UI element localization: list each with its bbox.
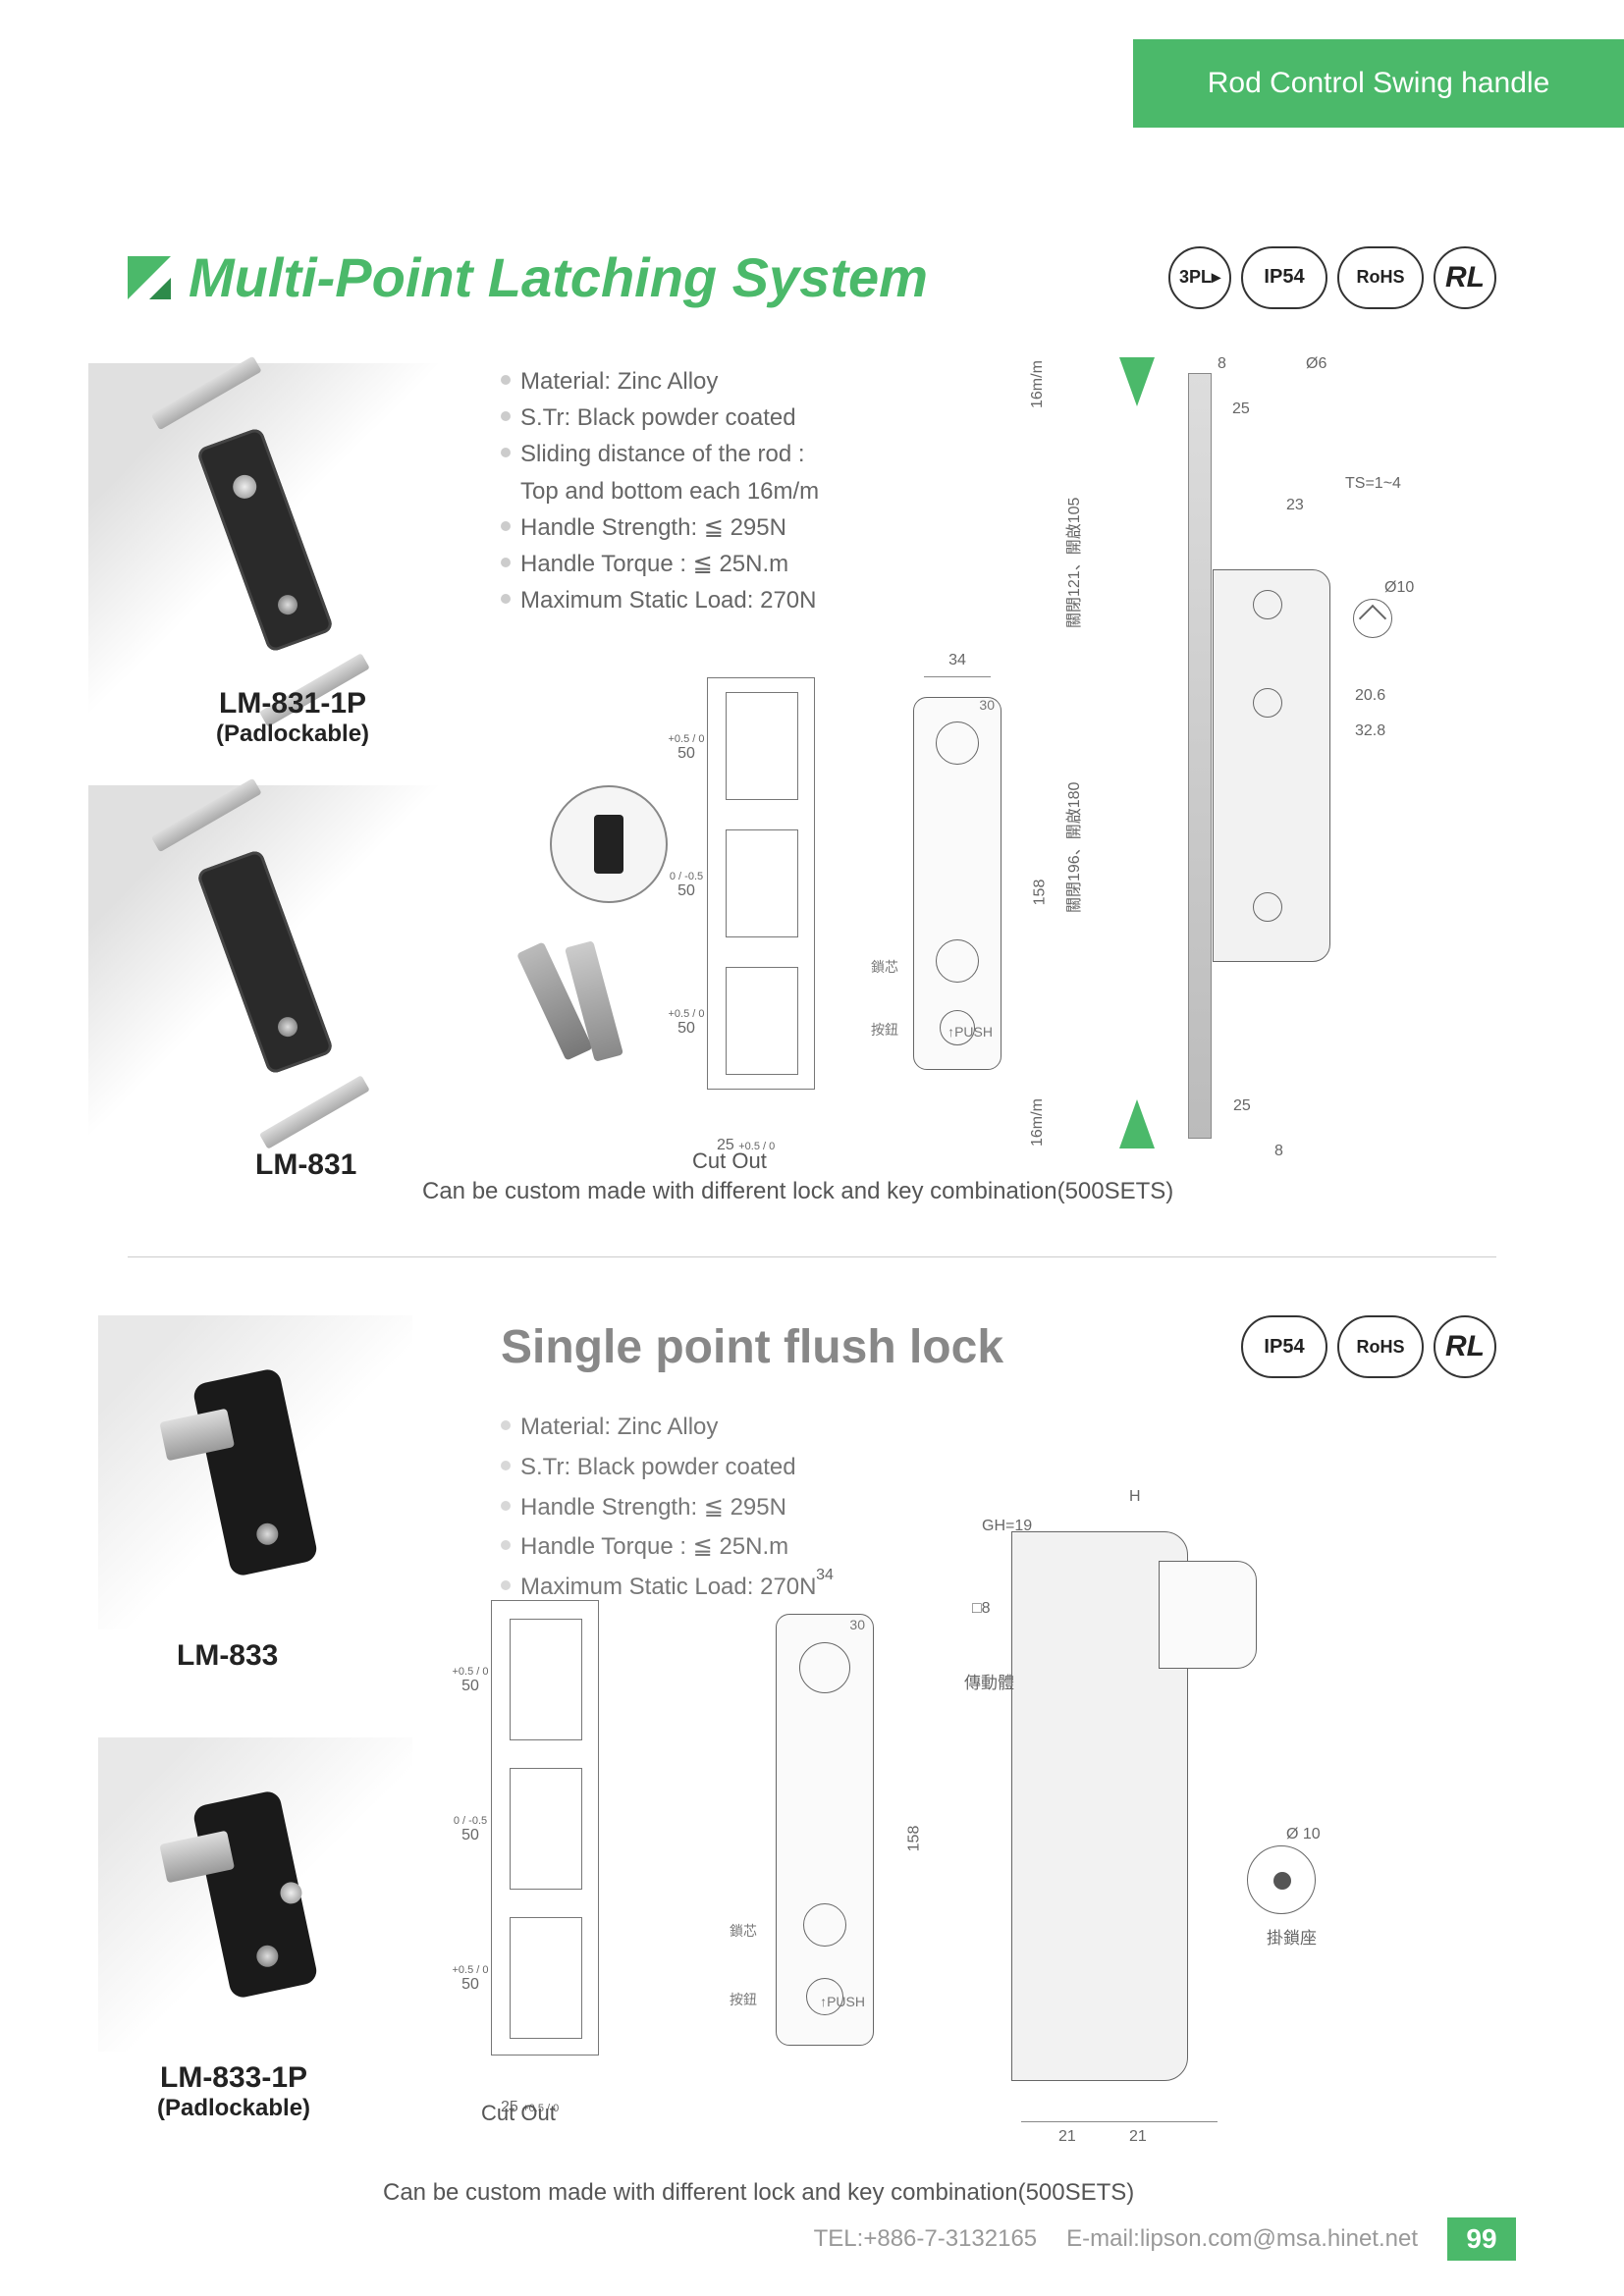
arrow-down-icon (1119, 357, 1155, 406)
dim: 8 (1274, 1143, 1283, 1160)
label: 傳動體 (964, 1669, 1014, 1693)
spec: Material: Zinc Alloy (520, 363, 718, 400)
product-model-d: LM-833-1P (157, 2061, 310, 2095)
product-sub-a: (Padlockable) (216, 721, 369, 748)
section2-note: Can be custom made with different lock a… (383, 2179, 1134, 2207)
product-model-c: LM-833 (177, 1639, 278, 1673)
product-model-b: LM-831 (255, 1148, 356, 1182)
dim: 50 (677, 882, 695, 899)
dim: 關閉121、開啟105 (1060, 498, 1084, 628)
product-image-lm833 (98, 1315, 412, 1629)
dim: 30 (979, 697, 995, 713)
keys-image (501, 942, 677, 1139)
front-drawing-2: 34 30 鎖芯 按鈕 ↑PUSH 158 (727, 1571, 923, 2120)
section-divider (128, 1256, 1496, 1257)
dim: Ø10 (1384, 579, 1414, 597)
dim: 8 (1218, 355, 1226, 373)
dim: 158 (1032, 880, 1050, 906)
dim: 16m/m (1029, 1098, 1047, 1147)
product-image-lm833-1p (98, 1737, 412, 2052)
arrow-up-icon (1119, 1099, 1155, 1148)
badge-ip54: IP54 (1241, 246, 1327, 309)
cutout-drawing-2: +0.5 / 050 0 / -0.550 +0.5 / 050 25 +0.5… (491, 1600, 638, 2091)
product-model-a: LM-831-1P (216, 687, 369, 721)
badge-ip54: IP54 (1241, 1315, 1327, 1378)
dim: 50 (461, 1976, 479, 1993)
category-header: Rod Control Swing handle (1133, 39, 1624, 128)
spec: Maximum Static Load: 270N (520, 582, 816, 618)
dim: 50 (461, 1827, 479, 1843)
padlock-callout (1247, 1845, 1316, 1914)
spec-cont: Top and bottom each 16m/m (501, 473, 913, 509)
side-drawing-1: 16m/m 關閉121、開啟105 關閉196、開啟180 16m/m 8 Ø6… (1051, 353, 1463, 1158)
section-2: Single point flush lock IP54 RoHS RL Mat… (128, 1315, 1496, 1608)
section1-note: Can be custom made with different lock a… (422, 1178, 1173, 1205)
dim: TS=1~4 (1345, 475, 1401, 493)
spec: S.Tr: Black powder coated (520, 400, 796, 436)
badge-rohs: RoHS (1337, 1315, 1424, 1378)
dim: 25 (1233, 1097, 1251, 1115)
dim: 30 (849, 1617, 865, 1632)
badge-rl: RL (1434, 246, 1496, 309)
cutout-label-2: Cut Out (481, 2101, 556, 2126)
spec: Sliding distance of the rod : (520, 436, 805, 472)
footer-email: E-mail:lipson.com@msa.hinet.net (1066, 2225, 1418, 2253)
cutout-drawing-1: +0.5 / 050 0 / -0.550 +0.5 / 050 25 +0.5… (707, 677, 854, 1129)
dim: 21 (1058, 2128, 1076, 2146)
dim: 25 (1232, 400, 1250, 418)
dim: 21 (1129, 2128, 1147, 2146)
dim: 50 (677, 745, 695, 762)
product-sub-d: (Padlockable) (157, 2095, 310, 2122)
page-footer: TEL:+886-7-3132165 E-mail:lipson.com@msa… (0, 2217, 1624, 2261)
spec: Material: Zinc Alloy (520, 1408, 718, 1448)
dim: 34 (816, 1567, 834, 1584)
cutout-label-1: Cut Out (692, 1148, 767, 1174)
dim: 158 (906, 1826, 924, 1852)
dim: 23 (1286, 497, 1304, 514)
product-image-lm831-1p (88, 363, 442, 717)
badge-3pl: 3PL▸ (1168, 246, 1231, 309)
specs-1: Material: Zinc Alloy S.Tr: Black powder … (501, 363, 913, 618)
dim: 50 (677, 1020, 695, 1037)
label: 掛鎖座 (1267, 1924, 1317, 1949)
side-drawing-2: H GH=19 □8 傳動體 Ø 10 掛鎖座 21 21 (952, 1492, 1414, 2140)
dim: 20.6 (1355, 687, 1385, 705)
label: 鎖芯 (730, 1921, 757, 1941)
badges-2: IP54 RoHS RL (1241, 1315, 1496, 1378)
spec: S.Tr: Black powder coated (520, 1448, 796, 1488)
dim: 34 (948, 652, 966, 669)
badges-1: 3PL▸ IP54 RoHS RL (1168, 246, 1496, 309)
label: ↑PUSH (947, 1024, 993, 1040)
dim: Ø 10 (1286, 1826, 1321, 1843)
section2-title: Single point flush lock (501, 1320, 1003, 1374)
dim: Ø6 (1306, 355, 1326, 373)
dim: □8 (972, 1600, 991, 1618)
dim: 關閉196、開啟180 (1060, 782, 1084, 913)
dim: 32.8 (1355, 722, 1385, 740)
footer-tel: TEL:+886-7-3132165 (814, 2225, 1038, 2253)
section1-title-row: Multi-Point Latching System 3PL▸ IP54 Ro… (128, 245, 1496, 309)
spec: Handle Strength: ≦ 295N (520, 509, 786, 546)
spec: Handle Torque : ≦ 25N.m (520, 546, 788, 582)
dim: H (1129, 1488, 1141, 1506)
spec: Handle Strength: ≦ 295N (520, 1488, 786, 1528)
badge-rl: RL (1434, 1315, 1496, 1378)
badge-rohs: RoHS (1337, 246, 1424, 309)
spec: Handle Torque : ≦ 25N.m (520, 1527, 788, 1568)
detail-callout (550, 785, 668, 903)
front-drawing-1: 34 30 鎖芯 按鈕 ↑PUSH 158 (879, 658, 1036, 1148)
label: 按鈕 (730, 1990, 757, 2009)
page-number: 99 (1447, 2217, 1516, 2261)
dim: 16m/m (1029, 360, 1047, 408)
label: ↑PUSH (820, 1994, 865, 2009)
label: 按鈕 (871, 1020, 898, 1040)
dim: 50 (461, 1678, 479, 1694)
label: 鎖芯 (871, 957, 898, 977)
product-image-lm831 (88, 785, 442, 1139)
section1-title: Multi-Point Latching System (189, 245, 928, 309)
